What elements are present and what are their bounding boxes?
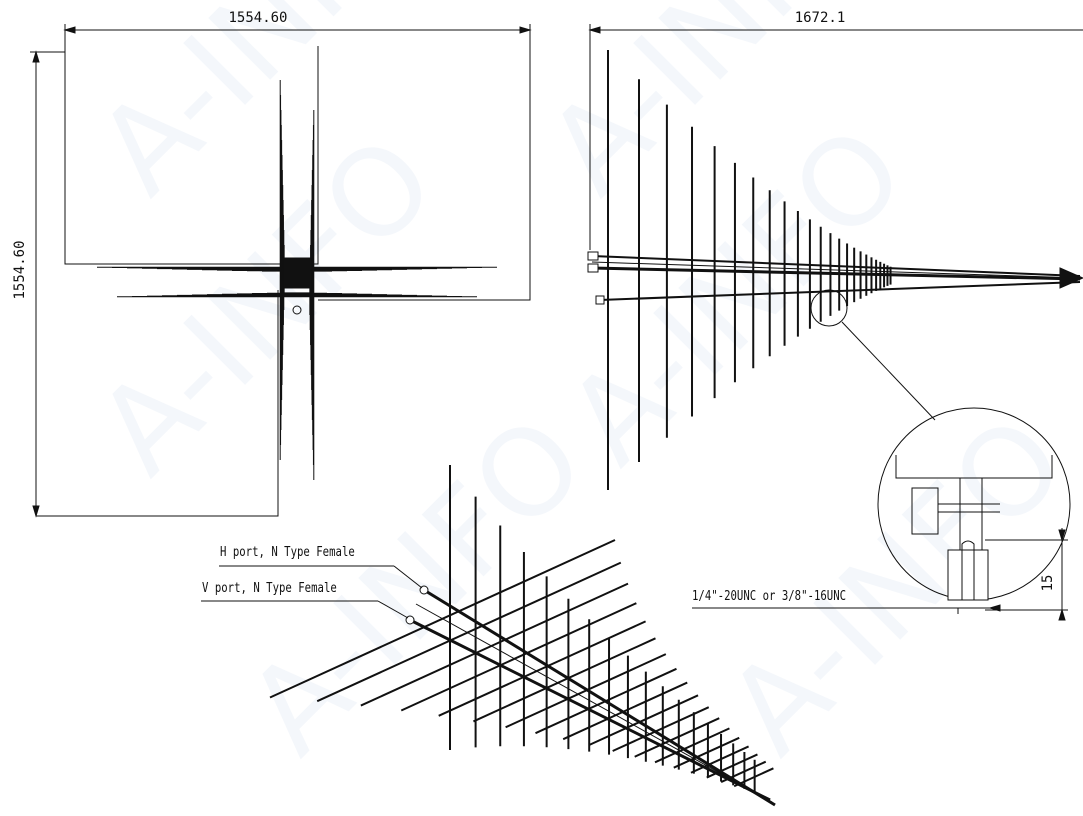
- side-view: [587, 24, 1083, 621]
- persp-h-element: [562, 681, 688, 741]
- detail-depth-dim-text: 15: [1040, 575, 1056, 592]
- front-height-dim-text: 1554.60: [12, 240, 28, 299]
- front-view-frame-right: [318, 46, 531, 301]
- persp-h-element: [654, 727, 730, 764]
- persp-h-element: [673, 736, 740, 769]
- perspective-dipole-elements: [269, 465, 774, 793]
- persp-h-element: [706, 753, 758, 779]
- persp-h-element: [690, 745, 750, 774]
- front-view-frame: [64, 46, 319, 265]
- front-width-dim-text: 1554.60: [228, 10, 287, 26]
- front-dipole-elements: [97, 80, 497, 480]
- h-port-label: H port, N Type Female: [220, 545, 355, 560]
- persp-h-element: [316, 561, 622, 703]
- persp-h-element: [634, 717, 720, 758]
- persp-h-element: [360, 582, 629, 707]
- persp-h-element: [612, 706, 710, 752]
- detail-callout-circle: [810, 289, 848, 327]
- perspective-view: [201, 465, 776, 807]
- persp-h-element: [400, 602, 637, 712]
- watermark-text: A-INFO: [702, 391, 1083, 780]
- front-view-frame-bottom: [36, 290, 279, 517]
- side-length-dim-text: 1672.1: [795, 10, 846, 26]
- v-port-label: V port, N Type Female: [202, 581, 337, 596]
- persp-h-element: [588, 694, 699, 747]
- front-view: [30, 24, 532, 518]
- thread-spec-label: 1/4"-20UNC or 3/8"-16UNC: [692, 589, 847, 604]
- persp-h-element: [472, 637, 656, 723]
- persp-h-element: [438, 620, 647, 717]
